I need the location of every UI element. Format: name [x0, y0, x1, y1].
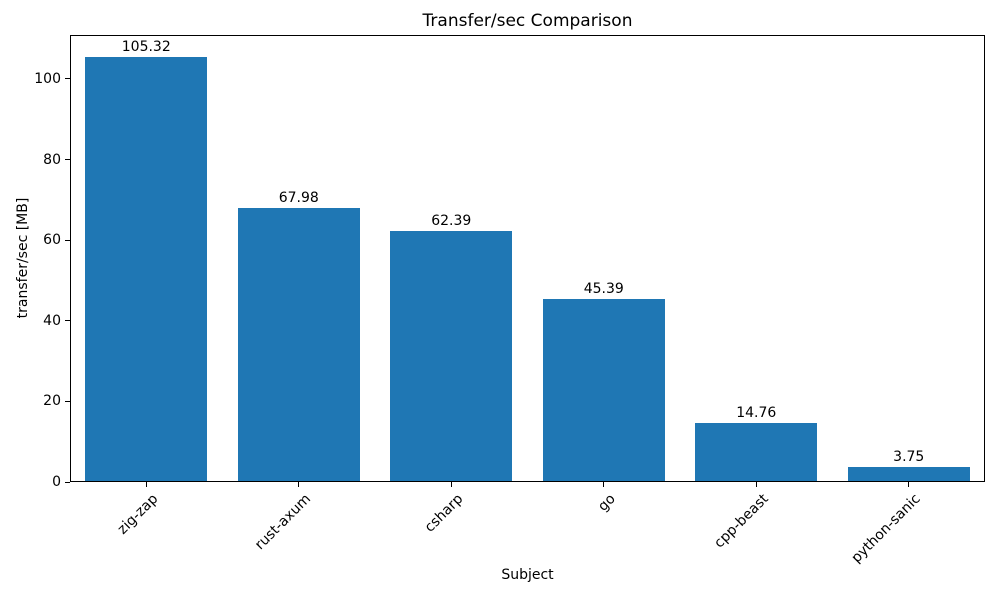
y-tick-mark — [65, 320, 70, 322]
y-tick-label: 0 — [52, 474, 61, 490]
bar — [847, 466, 970, 482]
chart-title: Transfer/sec Comparison — [422, 11, 633, 31]
x-tick-label: python-sanic — [848, 491, 925, 567]
x-tick-label: cpp-beast — [711, 491, 772, 552]
bar-value-label: 14.76 — [736, 404, 777, 421]
y-tick-label: 60 — [43, 232, 61, 249]
y-tick-mark — [65, 159, 70, 161]
x-tick-mark — [755, 482, 757, 487]
bar — [237, 207, 360, 482]
x-tick-label: go — [595, 491, 620, 515]
x-tick-label: zig-zap — [114, 491, 162, 538]
x-tick-label: rust-axum — [251, 491, 315, 554]
y-tick-mark — [65, 78, 70, 80]
x-tick-mark — [450, 482, 452, 487]
y-tick-label: 80 — [43, 151, 61, 168]
y-tick-mark — [65, 481, 70, 483]
x-tick-mark — [603, 482, 605, 487]
bar-value-label: 67.98 — [278, 189, 319, 206]
x-tick-mark — [145, 482, 147, 487]
x-axis-label: Subject — [501, 567, 554, 583]
plot-area — [70, 35, 985, 482]
y-tick-mark — [65, 400, 70, 402]
bar — [85, 57, 208, 482]
y-axis-label: transfer/sec [MB] — [15, 197, 31, 319]
bar-value-label: 45.39 — [583, 281, 624, 298]
bar — [390, 230, 513, 482]
y-tick-label: 40 — [43, 312, 61, 329]
y-tick-mark — [65, 239, 70, 241]
bar — [695, 422, 818, 482]
x-tick-mark — [908, 482, 910, 487]
bar-value-label: 62.39 — [431, 212, 472, 229]
bar-value-label: 105.32 — [121, 39, 171, 56]
x-tick-mark — [298, 482, 300, 487]
bar — [542, 299, 665, 482]
y-tick-label: 20 — [43, 393, 61, 410]
bar-value-label: 3.75 — [893, 448, 925, 465]
x-tick-label: csharp — [421, 491, 467, 536]
y-tick-label: 100 — [34, 70, 61, 87]
